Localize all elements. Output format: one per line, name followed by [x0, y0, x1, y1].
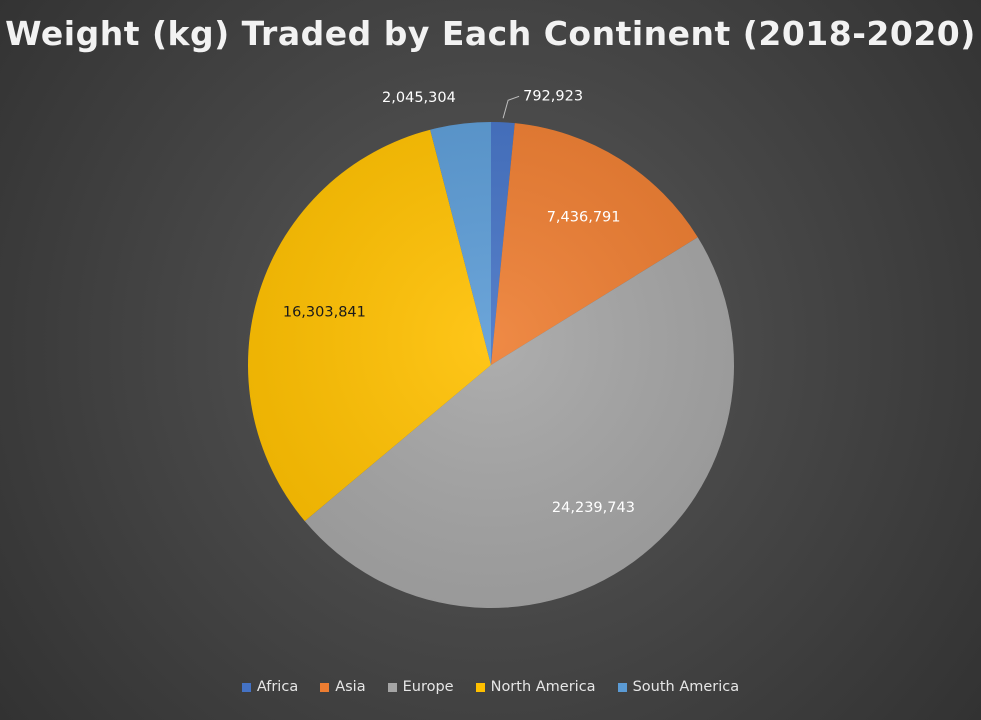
legend-swatch-north-america	[475, 682, 485, 692]
legend: Africa Asia Europe North America South Ameri…	[0, 679, 981, 695]
data-label-asia: 7,436,791	[547, 210, 621, 226]
legend-label-north-america: North America	[490, 679, 596, 695]
data-label-europe: 24,239,743	[552, 500, 635, 516]
legend-item-south-america: South America	[617, 679, 740, 695]
leader-line-africa	[502, 95, 520, 119]
legend-swatch-africa	[241, 682, 251, 692]
legend-item-asia: Asia	[320, 679, 366, 695]
legend-item-north-america: North America	[475, 679, 596, 695]
pie-slices	[248, 122, 734, 608]
legend-item-europe: Europe	[387, 679, 454, 695]
legend-swatch-europe	[387, 682, 397, 692]
data-label-north-america: 16,303,841	[283, 305, 366, 321]
legend-swatch-south-america	[617, 682, 627, 692]
legend-label-europe: Europe	[402, 679, 454, 695]
legend-label-africa: Africa	[256, 679, 299, 695]
data-labels: 792,923 7,436,791 24,239,743 16,303,841 2,04…	[283, 88, 635, 516]
data-label-south-america: 2,045,304	[382, 90, 456, 106]
legend-swatch-asia	[320, 682, 330, 692]
legend-label-asia: Asia	[335, 679, 366, 695]
chart-title: Weight (kg) Traded by Each Continent (20…	[5, 14, 976, 53]
legend-item-africa: Africa	[241, 679, 299, 695]
legend-label-south-america: South America	[632, 679, 740, 695]
data-label-africa: 792,923	[523, 88, 583, 104]
pie-shading	[248, 122, 734, 608]
